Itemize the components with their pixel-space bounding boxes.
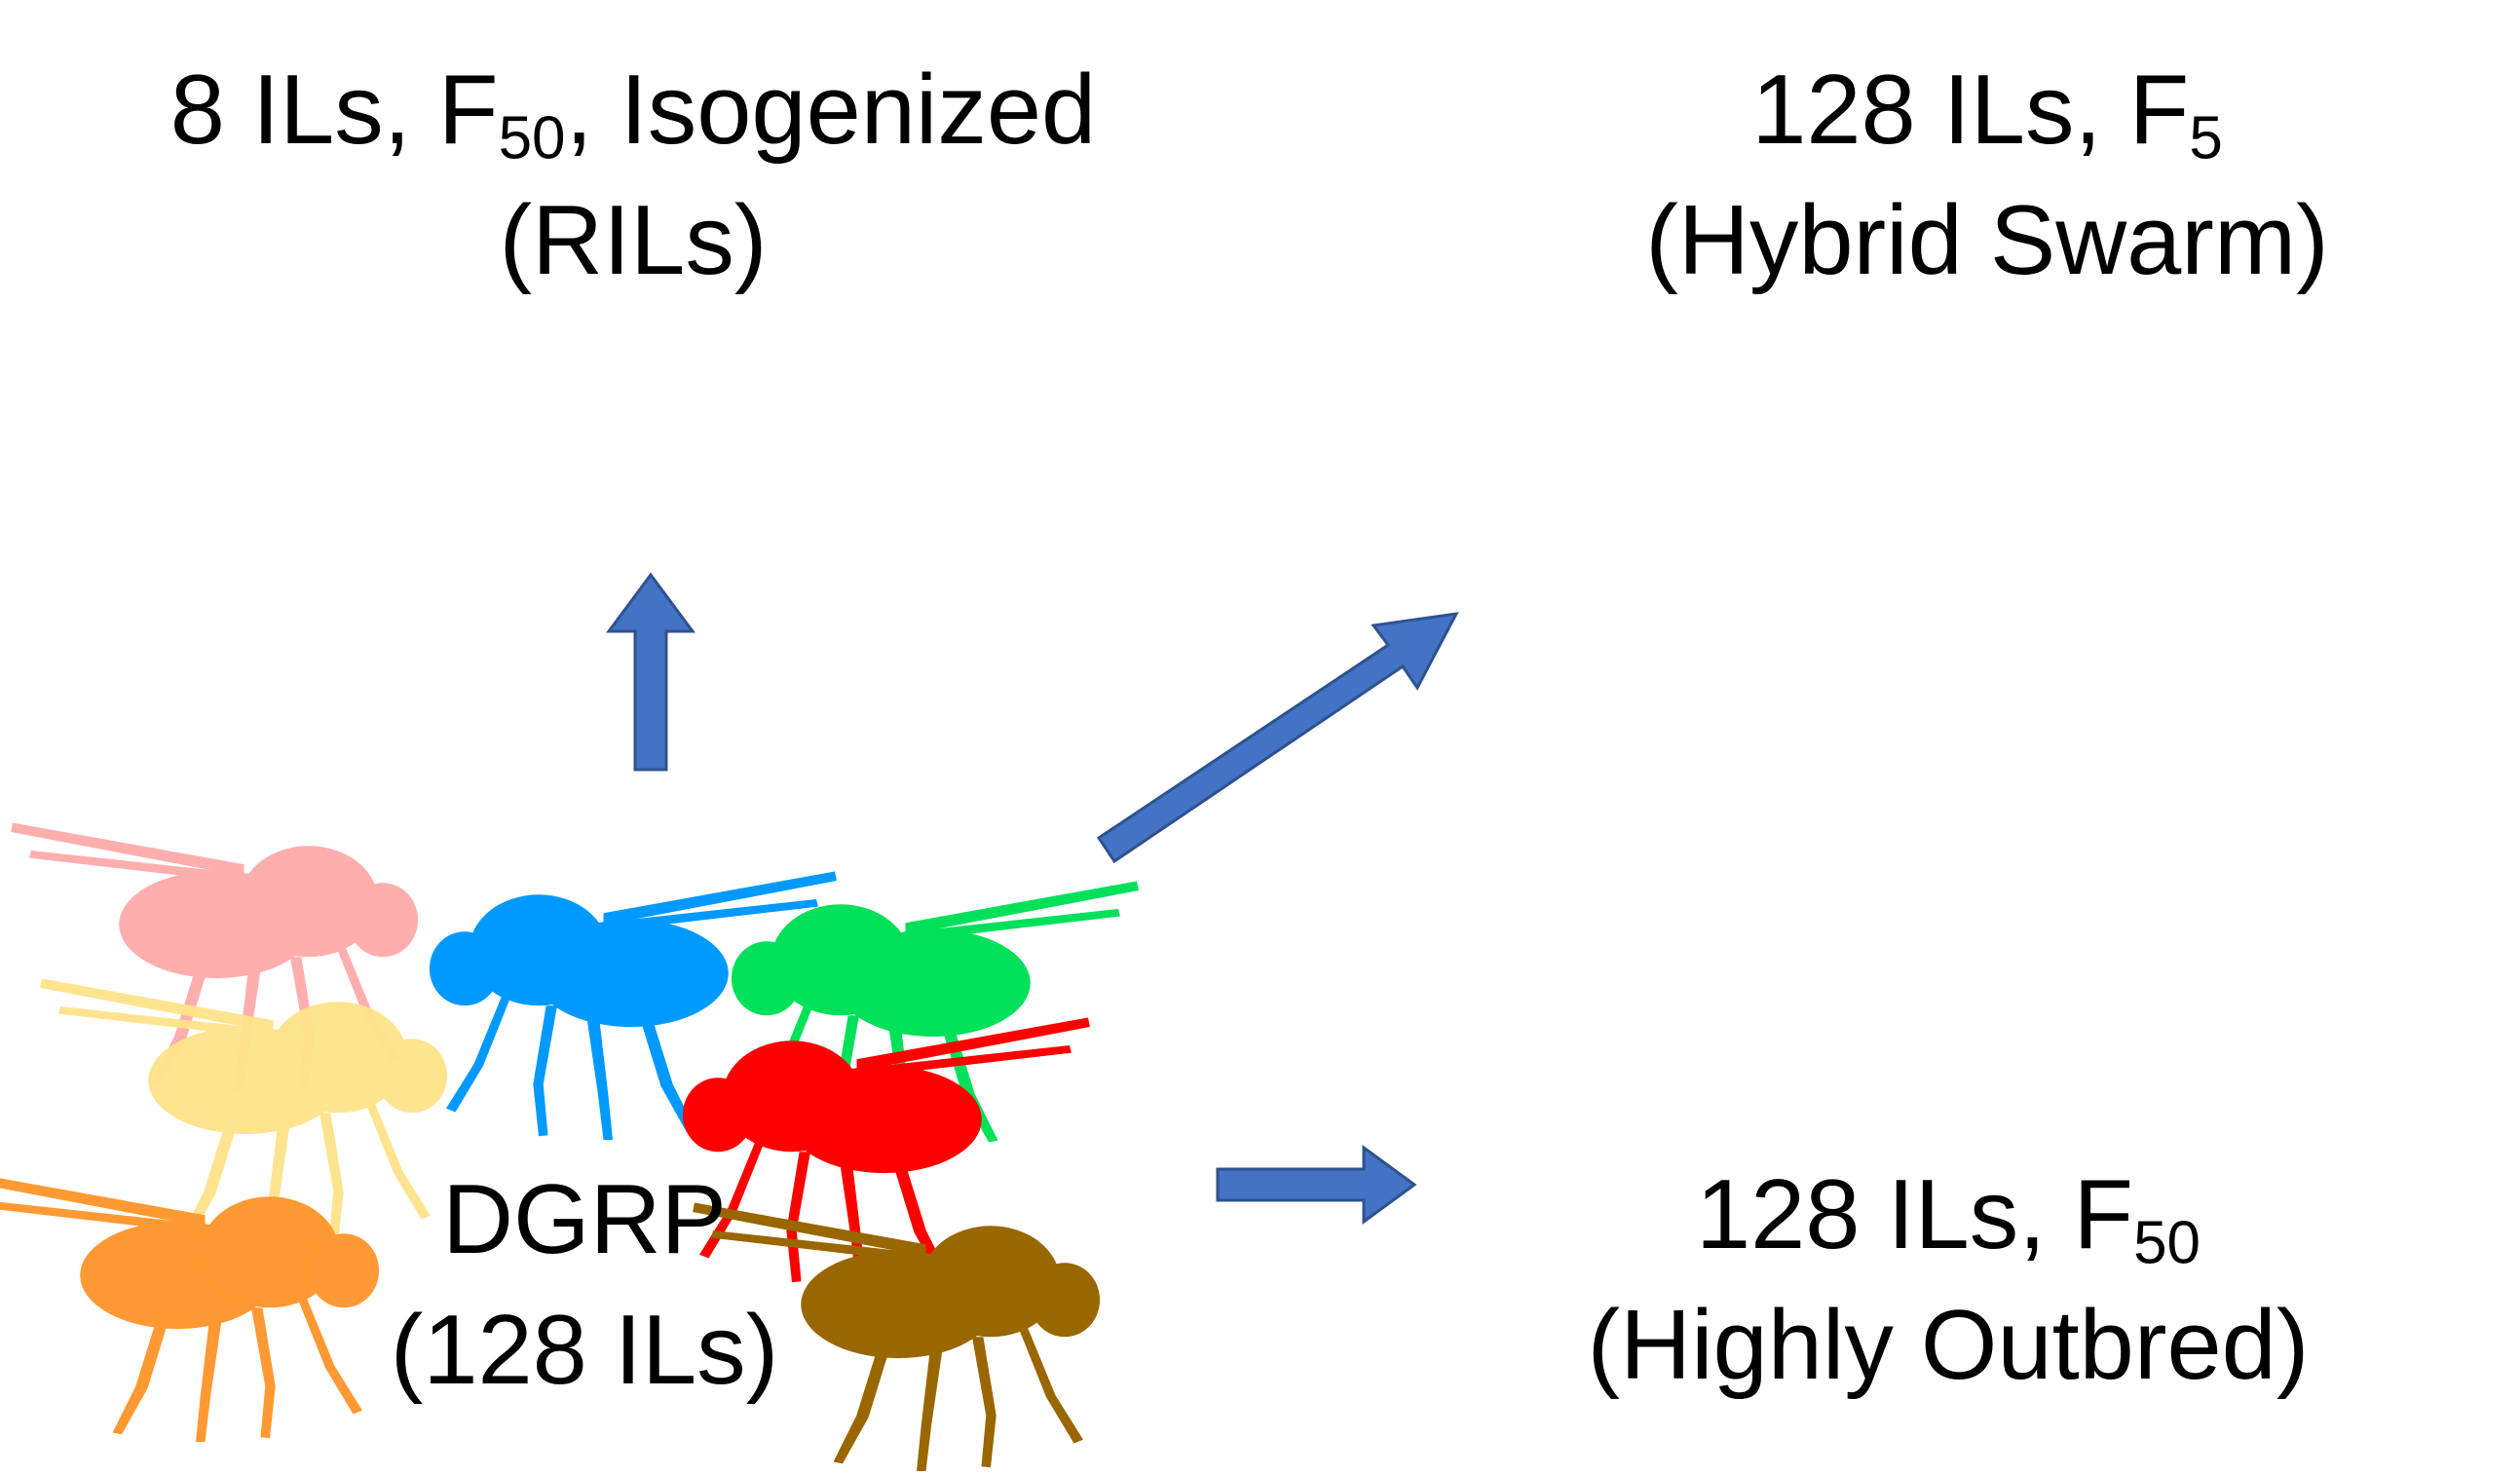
- hybrid-fly-2: [1787, 402, 2173, 659]
- dgrp-label: DGRP (128 ILs): [292, 1154, 877, 1417]
- arrow-to-hybrid-swarm: [1096, 612, 1459, 864]
- outbred-label-line1: 128 ILs, F50: [1695, 1160, 2201, 1277]
- rils-label-line2: (RILs): [499, 186, 768, 296]
- outbred-label: 128 ILs, F50 (Highly Outbred): [1461, 1150, 2435, 1412]
- dgrp-label-line1: DGRP: [442, 1165, 727, 1274]
- hybrid-fly-3: [2084, 359, 2470, 615]
- hybrid-swarm-label: 128 ILs, F5 (Hybrid Swarm): [1500, 45, 2474, 307]
- hybrid-swarm-label-line1: 128 ILs, F5: [1751, 56, 2223, 172]
- hybrid-fly-1: [1577, 359, 1964, 615]
- hybrid-swarm-label-line2: (Hybrid Swarm): [1645, 186, 2329, 296]
- outbred-fly-3: [2070, 944, 2405, 1165]
- dgrp-label-line2: (128 ILs): [390, 1296, 779, 1406]
- arrows: [606, 572, 1459, 1225]
- outbred-label-line2: (Highly Outbred): [1587, 1291, 2310, 1401]
- rils-label-line1: 8 ILs, F50, Isogenized: [169, 56, 1097, 172]
- hybrid-swarm-flies: [1577, 359, 2470, 659]
- arrow-to-outbred: [1216, 1145, 1417, 1225]
- outbred-fly-2: [1774, 925, 2109, 1146]
- outbred-flies: [1423, 925, 2405, 1185]
- arrow-to-rils: [606, 572, 696, 772]
- rils-label: 8 ILs, F50, Isogenized (RILs): [19, 45, 1247, 307]
